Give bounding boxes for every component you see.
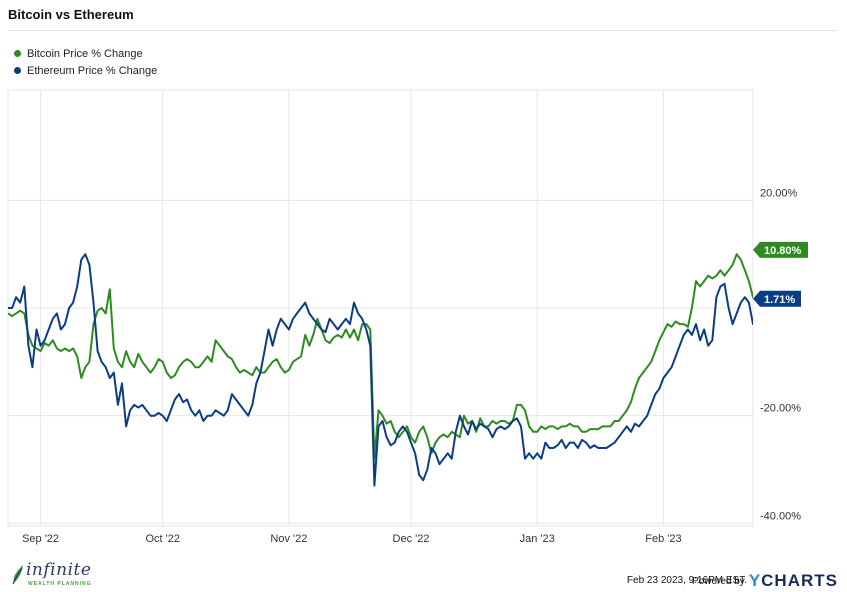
x-tick-label: Oct '22 [145,533,180,545]
series-line-bitcoin [8,253,753,460]
x-tick-label: Jan '23 [520,533,555,545]
ycharts-logo-y: Y [748,571,762,590]
legend-dot-ethereum-icon [14,67,21,74]
end-label-badge-ethereum [753,290,801,307]
chart-legend: Bitcoin Price % Change Ethereum Price % … [14,45,157,79]
end-label-badge-bitcoin [753,241,808,258]
end-label-ethereum: 1.71% [764,294,795,306]
y-tick-label: -20.00% [760,403,801,415]
chart-title: Bitcoin vs Ethereum [8,7,134,22]
x-tick-label: Feb '23 [645,533,681,545]
logo-name: infinite [26,560,92,580]
legend-dot-bitcoin-icon [14,50,21,57]
footer-timestamp: Feb 23 2023, 9:16PM EST. [626,575,747,586]
infinite-leaf-icon [12,565,23,585]
legend-label-bitcoin: Bitcoin Price % Change [27,47,143,60]
x-tick-label: Sep '22 [22,533,59,545]
x-tick-label: Nov '22 [270,533,307,545]
title-divider [8,30,837,31]
ycharts-logo[interactable]: YCHARTS [749,571,838,591]
logo-tagline: WEALTH PLANNING [28,581,92,587]
legend-label-ethereum: Ethereum Price % Change [27,64,158,77]
y-tick-label: -40.00% [760,510,801,522]
company-logo: infinite WEALTH PLANNING [8,560,92,590]
legend-item-ethereum[interactable]: Ethereum Price % Change [14,62,157,79]
x-tick-label: Dec '22 [393,533,430,545]
powered-by[interactable]: Powered by YCHARTS [692,571,838,591]
end-label-bitcoin: 10.80% [764,245,802,257]
powered-by-label: Powered by [692,575,745,587]
ycharts-logo-rest: CHARTS [761,571,838,590]
legend-item-bitcoin[interactable]: Bitcoin Price % Change [14,45,157,62]
series-line-ethereum [8,253,753,487]
y-tick-label: 20.00% [760,187,798,199]
